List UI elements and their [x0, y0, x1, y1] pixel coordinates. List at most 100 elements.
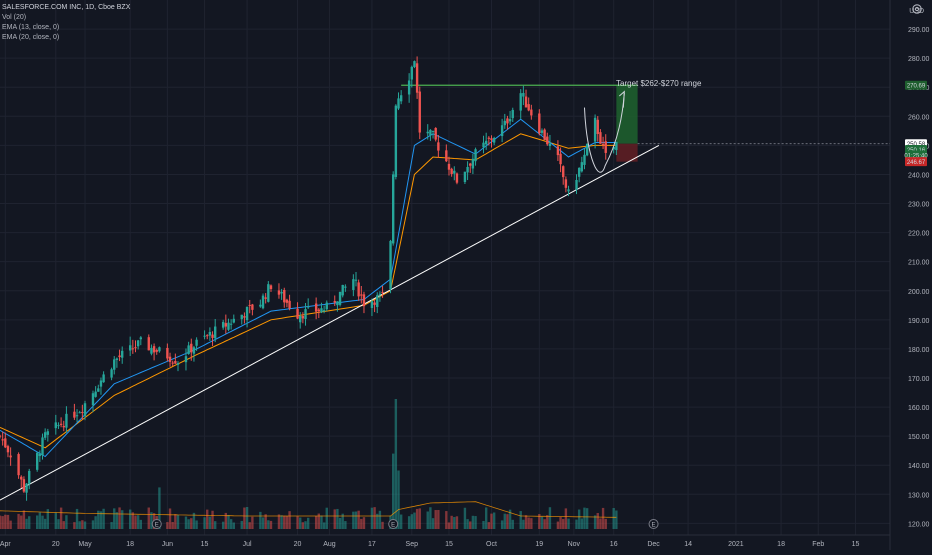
x-tick-label: Jun — [162, 541, 173, 548]
candle-body — [251, 304, 254, 310]
volume-bar — [102, 508, 105, 529]
volume-bar — [519, 511, 522, 529]
volume-bar — [264, 514, 267, 529]
volume-bar — [471, 515, 475, 529]
volume-bar — [314, 516, 318, 529]
volume-bar — [344, 521, 347, 529]
candle-body — [503, 120, 506, 126]
candle-body — [580, 162, 584, 172]
volume-bar — [482, 520, 485, 529]
candle-body — [134, 347, 137, 349]
candle-body — [593, 117, 597, 142]
volume-bar — [612, 508, 615, 529]
candle-body — [389, 240, 392, 290]
x-tick-label: 19 — [535, 541, 543, 548]
volume-bar — [158, 487, 161, 529]
volume-bar — [593, 515, 597, 529]
volume-bar — [474, 516, 477, 529]
candle-body — [301, 316, 305, 319]
volume-bar — [43, 518, 47, 529]
volume-bar — [325, 507, 328, 529]
candle-body — [54, 422, 57, 429]
y-tick-label: 230.00 — [908, 202, 930, 209]
candle-body — [176, 363, 180, 365]
candle-body — [264, 297, 267, 299]
volume-bar — [362, 517, 366, 529]
volume-bar — [564, 508, 568, 529]
indicator-ema20[interactable]: EMA (20, close, 0) — [2, 34, 60, 41]
volume-bar — [373, 507, 376, 529]
indicator-ema13[interactable]: EMA (13, close, 0) — [2, 24, 60, 31]
candle-body — [73, 411, 76, 418]
projection-arrowhead — [618, 90, 625, 108]
candle-body — [190, 343, 193, 353]
candle-body — [28, 470, 31, 484]
x-tick-label: Jul — [243, 541, 252, 548]
symbol-title[interactable]: SALESFORCE.COM INC, 1D, Cboe BZX — [2, 4, 131, 11]
volume-bar — [378, 510, 382, 529]
x-tick-label: Dec — [647, 541, 660, 548]
ema13-line — [0, 118, 617, 458]
candle-body — [240, 314, 243, 320]
price-tag-label: 246.67 — [907, 160, 926, 166]
candle-body — [612, 146, 615, 150]
target-annotation: Target $262-$270 range — [616, 79, 702, 88]
candle-body — [338, 291, 342, 305]
volume-bar — [575, 519, 578, 529]
volume-bar — [171, 522, 174, 529]
volume-bar — [500, 520, 504, 529]
volume-bar — [437, 509, 440, 529]
candle-body — [522, 93, 525, 97]
candle-body — [410, 66, 413, 80]
volume-bar — [38, 512, 42, 529]
candle-body — [314, 303, 318, 312]
volume-bar — [280, 515, 283, 529]
candle-body — [152, 346, 156, 353]
volume-bar — [304, 521, 307, 529]
candle-body — [304, 309, 307, 319]
settings-icon[interactable] — [910, 2, 924, 16]
volume-bar — [269, 520, 273, 529]
candle-body — [131, 348, 135, 350]
candle-body — [391, 174, 395, 244]
volume-bar — [277, 514, 281, 529]
volume-bar — [413, 512, 416, 529]
volume-bar — [352, 511, 355, 529]
candle-body — [150, 347, 153, 354]
candle-body — [213, 326, 217, 339]
volume-bar — [511, 519, 514, 529]
candle-body — [299, 316, 302, 323]
price-tag-label: 01:25:40 — [904, 153, 928, 159]
x-tick-label: 20 — [52, 541, 60, 548]
candle-body — [564, 179, 568, 188]
candle-body — [370, 301, 374, 308]
candle-body — [91, 393, 95, 406]
candle-body — [325, 302, 328, 310]
volume-bar — [567, 518, 570, 529]
volume-bar — [306, 517, 310, 529]
volume-bar — [17, 513, 20, 529]
y-tick-label: 140.00 — [908, 463, 930, 470]
indicator-volume[interactable]: Vol (20) — [2, 14, 27, 21]
volume-bar — [484, 507, 488, 529]
volume-bar — [65, 515, 68, 529]
volume-bar — [599, 518, 602, 529]
candle-body — [397, 98, 400, 109]
candle-body — [559, 153, 562, 165]
candle-body — [394, 105, 398, 177]
x-tick-label: May — [78, 541, 92, 548]
candle-body — [296, 308, 299, 319]
candle-body — [482, 142, 485, 148]
volume-bar — [543, 519, 546, 529]
volume-bar — [317, 513, 321, 529]
volume-bar — [429, 507, 432, 529]
candle-body — [322, 310, 326, 312]
volume-bar — [615, 510, 618, 529]
volume-bar — [466, 519, 469, 529]
volume-bar — [229, 519, 233, 529]
candle-body — [99, 380, 103, 387]
volume-bar — [54, 512, 57, 529]
candle-body — [97, 388, 100, 392]
